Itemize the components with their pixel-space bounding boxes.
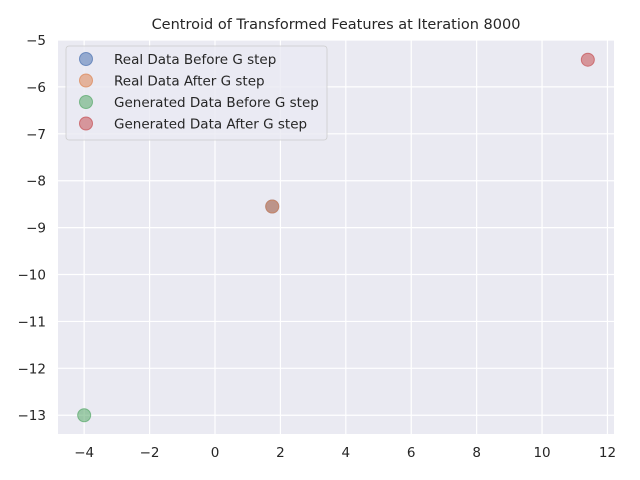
y-tick-label: −9 [26, 221, 46, 237]
legend-marker [79, 95, 93, 109]
y-tick-label: −6 [26, 80, 46, 96]
y-tick-label: −8 [26, 174, 46, 190]
x-tick-label: −4 [74, 445, 94, 461]
y-tick-label: −13 [18, 408, 47, 424]
y-tick-label: −12 [18, 361, 47, 377]
x-tick-label: 8 [472, 445, 481, 461]
y-axis-ticks: −5 −6 −7 −8 −9 −10 −11 −12 −13 [18, 33, 47, 424]
gridlines [58, 39, 614, 434]
legend-label: Real Data Before G step [114, 52, 276, 68]
x-tick-label: −2 [140, 445, 160, 461]
legend-marker [79, 116, 93, 131]
y-tick-label: −7 [26, 127, 46, 143]
x-tick-label: 2 [276, 445, 285, 461]
legend-marker [79, 52, 93, 66]
legend-box [65, 45, 328, 141]
legend: Real Data Before G step Real Data After G… [65, 45, 328, 141]
data-point [265, 199, 280, 214]
y-tick-label: −10 [18, 268, 47, 284]
chart-title: Centroid of Transformed Features at Iter… [152, 17, 521, 33]
y-tick-label: −11 [18, 314, 47, 330]
x-tick-label: 0 [211, 445, 220, 461]
legend-label: Real Data After G step [114, 74, 265, 90]
x-tick-label: 6 [407, 445, 416, 461]
legend-label: Generated Data After G step [114, 117, 307, 133]
data-points [77, 52, 595, 423]
y-tick-label: −5 [26, 33, 46, 49]
legend-marker [79, 73, 93, 88]
x-tick-label: 10 [533, 445, 550, 461]
x-tick-label: 4 [342, 445, 351, 461]
x-axis-ticks: −4 −2 0 2 4 6 8 10 12 [74, 445, 616, 461]
data-point [77, 408, 92, 423]
legend-label: Generated Data Before G step [114, 95, 319, 111]
data-point [580, 52, 595, 67]
x-tick-label: 12 [599, 445, 616, 461]
